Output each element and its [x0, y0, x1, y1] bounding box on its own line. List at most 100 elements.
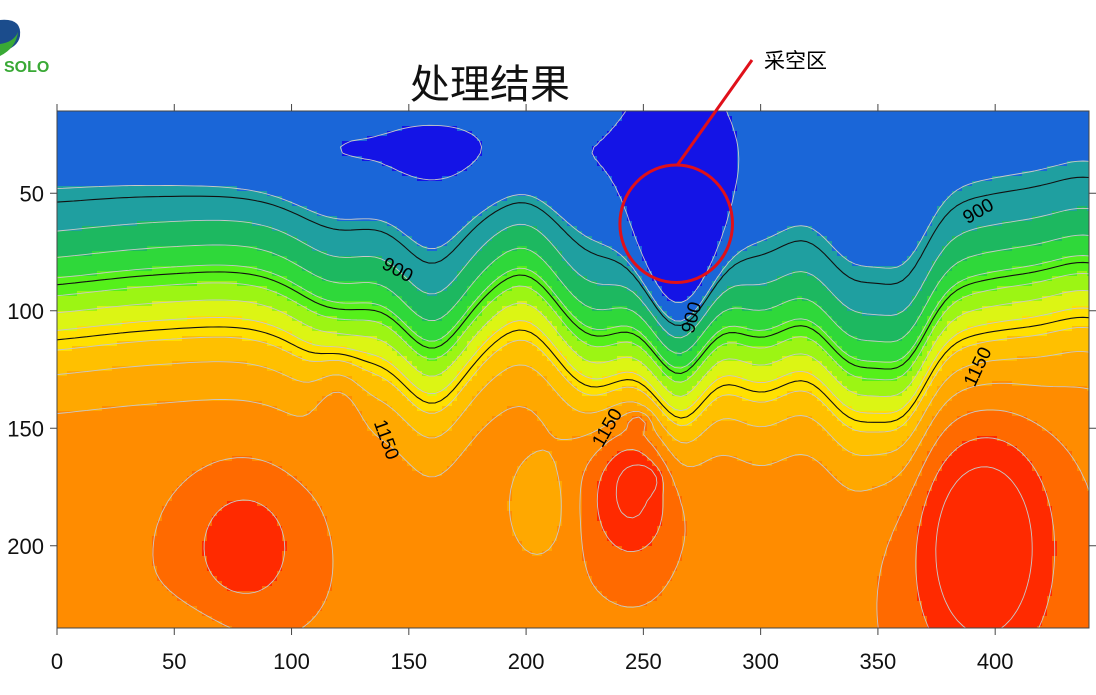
contour-cell: [592, 126, 598, 132]
contour-cell: [762, 226, 768, 232]
contour-cell: [712, 151, 718, 157]
contour-cell: [387, 216, 393, 222]
contour-cell: [172, 131, 178, 137]
contour-cell: [72, 231, 78, 237]
contour-cell: [437, 191, 443, 197]
contour-cell: [1012, 216, 1018, 222]
contour-cell: [812, 151, 818, 157]
contour-cell: [242, 216, 248, 222]
contour-cell: [972, 156, 978, 162]
contour-cell: [762, 111, 768, 117]
contour-cell: [307, 181, 313, 187]
contour-cell: [377, 131, 383, 137]
contour-cell: [187, 116, 193, 122]
contour-cell: [117, 231, 123, 237]
contour-cell: [152, 156, 158, 162]
contour-cell: [117, 156, 123, 162]
contour-cell: [927, 141, 933, 147]
contour-cell: [487, 136, 493, 142]
contour-cell: [287, 216, 293, 222]
contour-cell: [167, 126, 173, 132]
contour-cell: [697, 136, 703, 142]
contour-cell: [877, 186, 883, 192]
contour-cell: [487, 121, 493, 127]
contour-cell: [292, 131, 298, 137]
contour-cell: [1067, 196, 1073, 202]
contour-cell: [777, 166, 783, 172]
contour-cell: [347, 206, 353, 212]
contour-cell: [552, 126, 558, 132]
contour-cell: [292, 221, 298, 227]
contour-cell: [1037, 186, 1043, 192]
contour-cell: [727, 176, 733, 182]
contour-cell: [357, 176, 363, 182]
contour-cell: [777, 176, 783, 182]
contour-cell: [607, 161, 613, 167]
contour-cell: [732, 136, 738, 142]
contour-cell: [507, 146, 513, 152]
contour-cell: [67, 126, 73, 132]
contour-cell: [102, 216, 108, 222]
contour-cell: [192, 176, 198, 182]
contour-cell: [982, 211, 988, 217]
contour-cell: [187, 196, 193, 202]
contour-cell: [322, 176, 328, 182]
contour-cell: [1052, 116, 1058, 122]
contour-cell: [62, 116, 68, 122]
contour-cell: [692, 176, 698, 182]
contour-cell: [387, 161, 393, 167]
contour-cell: [137, 191, 143, 197]
contour-cell: [652, 206, 658, 212]
contour-cell: [327, 156, 333, 162]
contour-cell: [1047, 196, 1053, 202]
contour-cell: [602, 171, 608, 177]
contour-cell: [832, 136, 838, 142]
contour-cell: [172, 201, 178, 207]
contour-cell: [1002, 141, 1008, 147]
contour-cell: [507, 141, 513, 147]
contour-cell: [842, 126, 848, 132]
contour-cell: [302, 131, 308, 137]
contour-cell: [762, 191, 768, 197]
contour-cell: [67, 146, 73, 152]
contour-cell: [1077, 171, 1083, 177]
contour-cell: [542, 121, 548, 127]
contour-cell: [1077, 131, 1083, 137]
contour-cell: [312, 126, 318, 132]
contour-cell: [967, 196, 973, 202]
contour-cell: [267, 216, 273, 222]
contour-cell: [952, 196, 958, 202]
contour-cell: [157, 146, 163, 152]
contour-cell: [452, 226, 458, 232]
contour-cell: [962, 151, 968, 157]
contour-cell: [257, 206, 263, 212]
contour-cell: [927, 146, 933, 152]
contour-cell: [632, 136, 638, 142]
contour-cell: [1067, 226, 1073, 232]
contour-cell: [537, 146, 543, 152]
contour-cell: [1017, 116, 1023, 122]
contour-cell: [212, 206, 218, 212]
contour-cell: [947, 141, 953, 147]
contour-cell: [752, 226, 758, 232]
contour-cell: [372, 191, 378, 197]
contour-cell: [1002, 156, 1008, 162]
contour-cell: [967, 161, 973, 167]
contour-cell: [1032, 221, 1038, 227]
contour-cell: [292, 146, 298, 152]
contour-cell: [157, 161, 163, 167]
contour-cell: [162, 191, 168, 197]
contour-cell: [672, 126, 678, 132]
contour-cell: [1027, 116, 1033, 122]
contour-cell: [947, 206, 953, 212]
contour-cell: [517, 141, 523, 147]
contour-cell: [652, 226, 658, 232]
contour-cell: [1002, 181, 1008, 187]
contour-cell: [532, 126, 538, 132]
contour-cell: [397, 141, 403, 147]
contour-cell: [907, 206, 913, 212]
contour-cell: [347, 181, 353, 187]
contour-cell: [542, 171, 548, 177]
contour-cell: [1057, 141, 1063, 147]
contour-cell: [1012, 186, 1018, 192]
